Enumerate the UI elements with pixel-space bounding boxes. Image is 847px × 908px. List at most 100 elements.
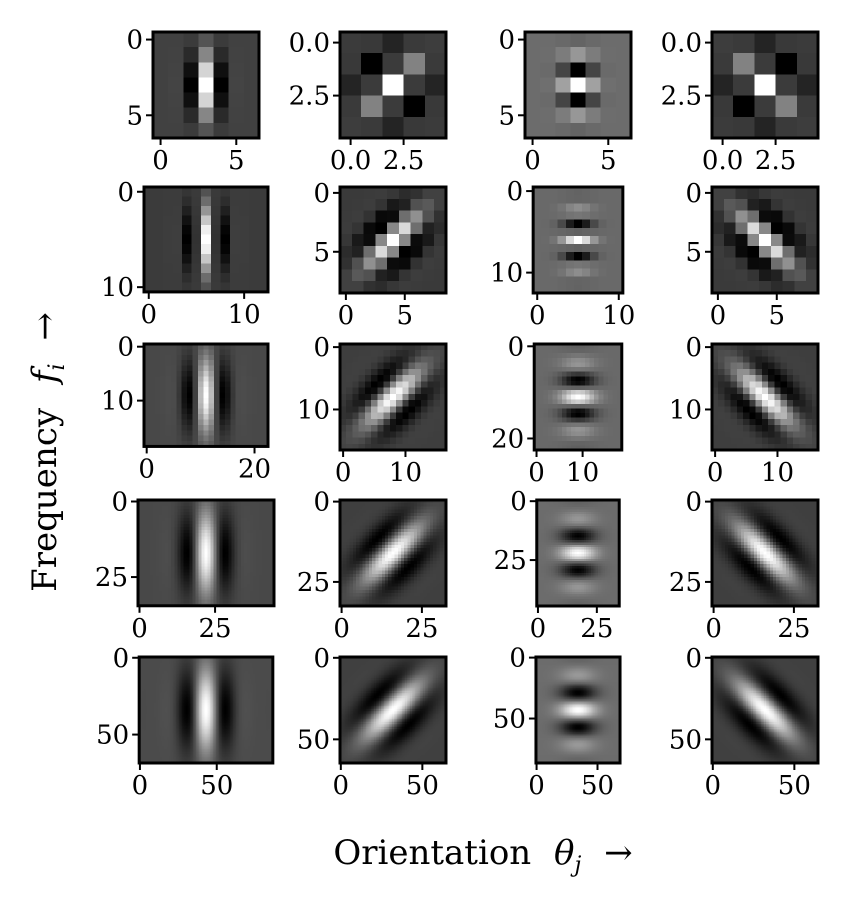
- x-axis-label: Orientation θj →: [333, 833, 632, 881]
- heatmap-panel-r1-c1: 0 5 0 5: [313, 179, 448, 331]
- heatmap-image: [138, 500, 274, 606]
- y-tick-label: 20: [491, 424, 524, 454]
- y-tick-label: 0.0: [661, 29, 702, 59]
- axes-frame: [136, 498, 276, 608]
- x-tick-label: 0: [335, 458, 352, 488]
- x-tick-label: 2.5: [755, 146, 796, 176]
- y-tick-label: 25: [494, 546, 527, 576]
- x-tick-label: 25: [580, 614, 613, 644]
- y-tick-label: 10: [101, 387, 134, 417]
- x-tick-label: 50: [778, 771, 811, 801]
- y-tick-label: 50: [297, 725, 330, 755]
- x-tick-label: 5: [769, 301, 786, 331]
- heatmap-image: [340, 344, 446, 450]
- axes-frame: [710, 498, 820, 608]
- heatmap-panel-r0-c2: 0 505: [498, 26, 633, 176]
- y-tick-label: 0: [111, 488, 128, 518]
- x-tick-label: 10: [566, 458, 599, 488]
- y-axis-label-arrow: →: [25, 312, 65, 341]
- heatmap-image: [535, 657, 621, 763]
- x-tick-label: 0: [710, 301, 727, 331]
- y-tick-label: 10: [101, 273, 134, 303]
- heatmap-image: [712, 187, 818, 293]
- y-tick-label: 0: [117, 333, 134, 363]
- y-tick-label: 5: [498, 101, 515, 131]
- y-axis-label-word: Frequency: [25, 407, 65, 592]
- axes-frame: [142, 185, 270, 294]
- axes-frame: [710, 30, 820, 140]
- y-tick-label: 50: [669, 725, 702, 755]
- y-tick-label: 0: [685, 488, 702, 518]
- x-tick-label: 5: [397, 301, 414, 331]
- y-tick-label: 0: [507, 177, 524, 207]
- heatmap-panel-r2-c0: 0 20 0 10: [101, 333, 271, 485]
- y-tick-label: 2.5: [289, 82, 330, 112]
- heatmap-panel-r0-c3: 0.0 2.5 0.0 2.5: [661, 29, 820, 176]
- heatmap-image: [340, 657, 446, 763]
- x-tick-label: 0: [152, 146, 169, 176]
- y-tick-label: 0.0: [289, 29, 330, 59]
- x-tick-label: 0: [524, 146, 541, 176]
- heatmap-image: [144, 187, 268, 292]
- x-tick-label: 25: [199, 614, 232, 644]
- x-tick-label: 0: [529, 301, 546, 331]
- y-tick-label: 0: [685, 644, 702, 674]
- x-axis-label-symbol: θ: [554, 833, 574, 873]
- y-tick-label: 10: [297, 395, 330, 425]
- y-tick-label: 0: [685, 333, 702, 363]
- x-axis-label-word: Orientation: [333, 833, 531, 873]
- y-axis-label: Frequency fi →: [25, 312, 73, 592]
- axes-frame: [338, 655, 448, 765]
- y-tick-label: 0: [510, 487, 527, 517]
- heatmap-panel-r0-c0: 0 505: [126, 26, 261, 176]
- y-tick-label: 0: [313, 644, 330, 674]
- heatmap-image: [144, 344, 268, 447]
- y-tick-label: 0: [685, 179, 702, 209]
- x-tick-label: 0: [338, 301, 355, 331]
- x-tick-label: 0: [132, 771, 149, 801]
- y-tick-label: 0: [313, 333, 330, 363]
- y-tick-label: 50: [493, 705, 526, 735]
- axes-frame: [710, 655, 820, 765]
- x-tick-label: 0: [530, 614, 547, 644]
- heatmap-image: [139, 657, 273, 763]
- x-tick-label: 20: [238, 454, 271, 484]
- axes-frame: [532, 342, 624, 452]
- axes-frame: [338, 342, 448, 452]
- heatmap-panel-r1-c3: 0 5 0 5: [685, 179, 820, 331]
- y-tick-label: 0: [126, 26, 143, 56]
- y-tick-label: 2.5: [661, 82, 702, 112]
- y-tick-label: 0: [313, 179, 330, 209]
- x-tick-label: 50: [200, 771, 233, 801]
- y-tick-label: 0: [509, 644, 526, 674]
- axes-frame: [523, 30, 633, 140]
- x-tick-label: 0: [528, 458, 545, 488]
- x-tick-label: 0: [140, 300, 157, 330]
- heatmap-image: [153, 32, 259, 138]
- x-tick-label: 0: [138, 454, 155, 484]
- heatmap-panel-r2-c1: 0 10 0 10: [297, 333, 448, 488]
- x-tick-label: 0: [333, 771, 350, 801]
- x-tick-label: 10: [389, 458, 422, 488]
- y-tick-label: 10: [669, 395, 702, 425]
- y-tick-label: 25: [95, 563, 128, 593]
- heatmap-image: [536, 500, 620, 606]
- y-tick-label: 5: [126, 101, 143, 131]
- heatmap-image: [525, 32, 631, 138]
- x-tick-label: 0: [707, 458, 724, 488]
- heatmap-image: [340, 500, 446, 606]
- y-axis-label-sub: i: [45, 363, 70, 370]
- x-tick-label: 2.5: [383, 146, 424, 176]
- heatmap-image: [533, 187, 623, 293]
- y-tick-label: 50: [96, 721, 129, 751]
- axes-frame: [151, 30, 261, 140]
- heatmap-panel-r4-c2: 0 50 0 50: [493, 644, 622, 801]
- axes-frame: [338, 30, 448, 140]
- axes-frame: [338, 185, 448, 295]
